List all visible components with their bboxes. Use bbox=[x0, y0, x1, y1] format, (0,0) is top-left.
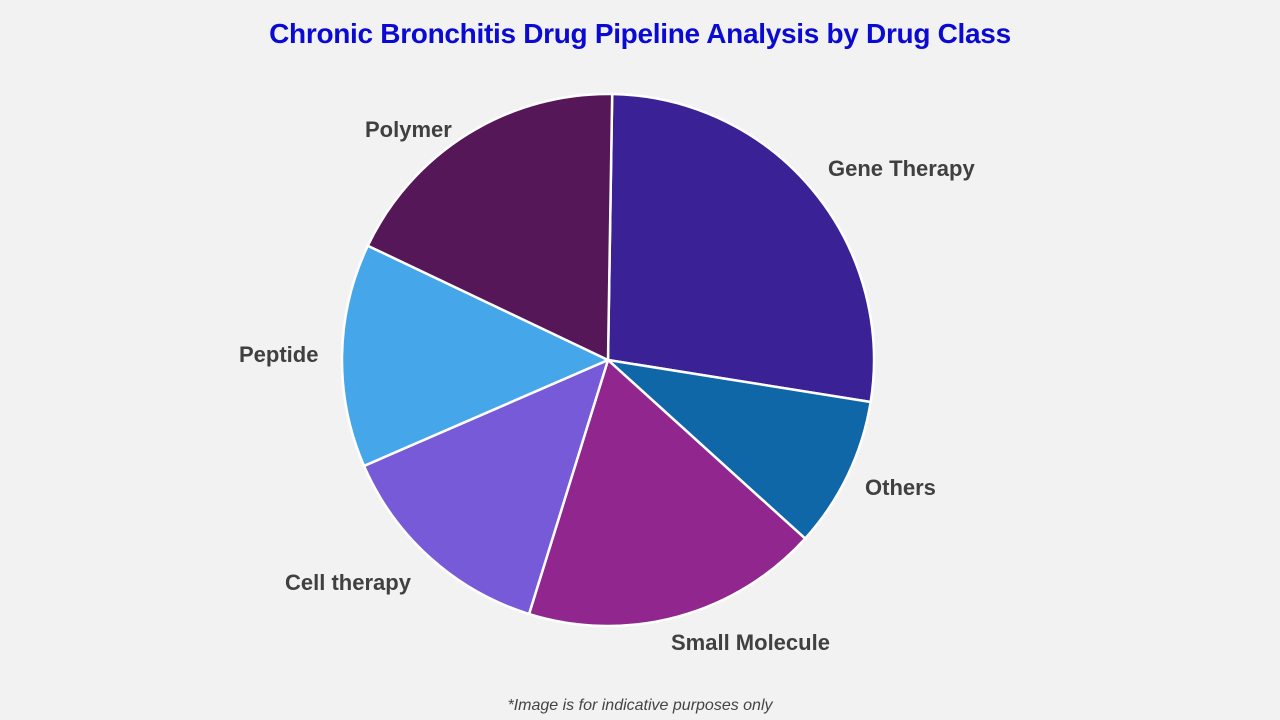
chart-title: Chronic Bronchitis Drug Pipeline Analysi… bbox=[269, 18, 1011, 49]
slice-label-cell-therapy: Cell therapy bbox=[285, 570, 411, 595]
pie-slice-peptide bbox=[340, 244, 610, 468]
pie-slice-small-molecule bbox=[527, 358, 807, 628]
slice-label-peptide: Peptide bbox=[239, 342, 319, 367]
footnote: *Image is for indicative purposes only bbox=[507, 697, 773, 714]
pie-slice-gene-therapy bbox=[606, 92, 876, 404]
slice-label-gene-therapy: Gene Therapy bbox=[828, 156, 975, 181]
pie-slice-others bbox=[606, 358, 872, 540]
slice-label-small-molecule: Small Molecule bbox=[671, 630, 830, 655]
pie-slice-polymer bbox=[366, 92, 614, 362]
slice-label-polymer: Polymer bbox=[365, 117, 452, 142]
pie-slice-cell-therapy bbox=[362, 358, 610, 616]
slice-label-others: Others bbox=[865, 475, 936, 500]
